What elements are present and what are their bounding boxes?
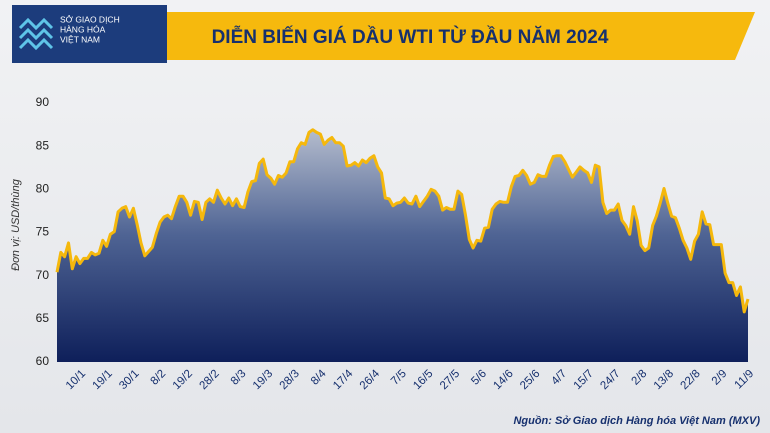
y-axis-label: Đơn vị: USD/thùng <box>10 178 22 271</box>
area <box>57 129 748 362</box>
title-banner <box>165 12 755 60</box>
logo-text: VIỆT NAM <box>60 34 100 44</box>
y-tick-label: 90 <box>36 95 50 109</box>
y-tick-label: 65 <box>36 311 50 325</box>
source: Nguồn: Sở Giao dịch Hàng hóa Việt Nam (M… <box>513 415 760 427</box>
y-tick-label: 85 <box>36 138 50 152</box>
y-tick-label: 80 <box>36 182 50 196</box>
y-tick-label: 75 <box>36 225 50 239</box>
logo-text: HÀNG HÓA <box>60 24 106 34</box>
y-tick-label: 60 <box>36 354 50 368</box>
line <box>55 128 750 314</box>
logo-text: SỞ GIAO DỊCH <box>60 13 120 24</box>
y-tick-label: 70 <box>36 268 50 282</box>
logo-box <box>12 5 167 63</box>
logo-icon <box>18 17 54 51</box>
chart-title: DIỄN BIẾN GIÁ DẦU WTI TỪ ĐẦU NĂM 2024 <box>212 26 609 48</box>
